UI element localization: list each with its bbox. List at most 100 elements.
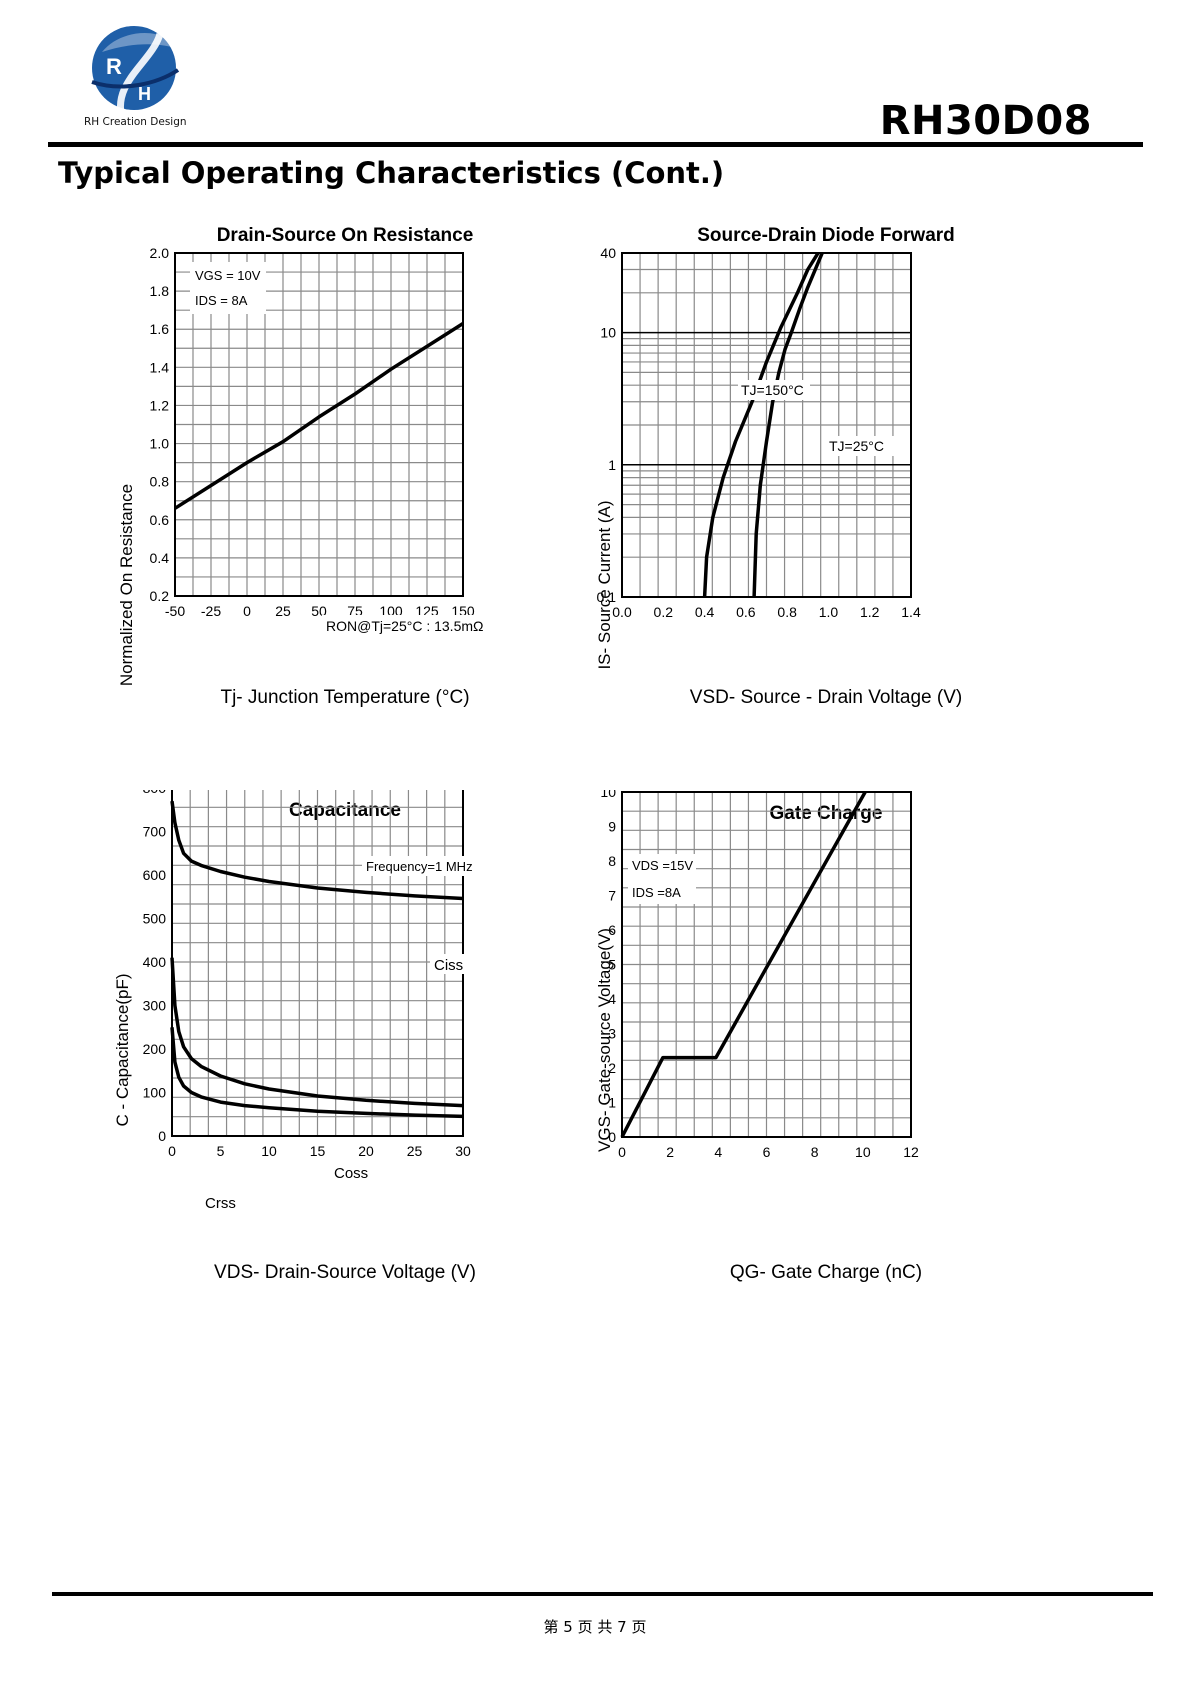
y-tick-label: 3 xyxy=(608,1026,616,1042)
series-label-coss: Coss xyxy=(334,1165,368,1182)
plot-frame xyxy=(621,252,912,598)
y-axis-label: C - Capacitance(pF) xyxy=(113,973,132,1126)
series-label-ciss: Ciss xyxy=(434,957,463,974)
series-line xyxy=(702,252,820,598)
x-tick-label: 2 xyxy=(666,1144,674,1160)
annotation-vgs: VGS = 10V xyxy=(195,268,261,283)
y-axis-label: IS- Source Current (A) xyxy=(595,500,614,669)
x-tick-label: 15 xyxy=(310,1143,326,1159)
x-tick-label: 6 xyxy=(763,1144,771,1160)
x-tick-label: 30 xyxy=(455,1143,471,1159)
chart-title: Source-Drain Diode Forward xyxy=(697,225,955,246)
y-tick-label: 6 xyxy=(608,922,616,938)
y-tick-label: 0.1 xyxy=(597,589,617,605)
x-axis-label: QG- Gate Charge (nC) xyxy=(730,1262,922,1283)
series-line xyxy=(174,322,464,510)
series-label-150: TJ=150°C xyxy=(741,382,804,398)
y-tick-label: 7 xyxy=(608,888,616,904)
y-tick-label: 0 xyxy=(608,1129,616,1145)
svg-text:H: H xyxy=(138,84,151,104)
logo-caption: RH Creation Design xyxy=(84,116,187,128)
y-tick-label: 1.4 xyxy=(150,359,170,375)
y-tick-label: 1.2 xyxy=(150,397,170,413)
x-tick-label: 0 xyxy=(243,603,251,619)
plot-frame xyxy=(174,252,464,597)
x-tick-label: 1.0 xyxy=(819,604,839,620)
part-number: RH30D08 xyxy=(879,98,1092,144)
x-tick-label: 1.4 xyxy=(901,604,921,620)
company-logo: R H xyxy=(91,26,180,119)
y-tick-label: 400 xyxy=(143,954,167,970)
x-tick-label: 0 xyxy=(618,1144,626,1160)
chart-title: Gate Charge xyxy=(770,803,883,824)
x-tick-label: -25 xyxy=(201,603,221,619)
chart-source-drain-diode-forward: Source-Drain Diode Forward 0.0 0.2 0.4 0.6 0… xyxy=(595,225,962,708)
x-tick-label: 20 xyxy=(358,1143,374,1159)
page-number: 第 5 页 共 7 页 xyxy=(543,1618,647,1636)
chart-drain-source-on-resistance: Drain-Source On Resistance -50 -25 0 25 50 75… xyxy=(117,225,500,708)
series-line xyxy=(752,252,824,598)
series-line xyxy=(620,791,867,1138)
y-tick-label: 1.6 xyxy=(150,321,170,337)
y-tick-label: 1.8 xyxy=(150,283,170,299)
series-label-crss: Crss xyxy=(205,1195,236,1212)
y-tick-label: 40 xyxy=(600,245,616,261)
y-tick-label: 2 xyxy=(608,1060,616,1076)
x-tick-label: 0 xyxy=(168,1143,176,1159)
y-tick-label: 0.2 xyxy=(150,588,170,604)
x-tick-label: 0.0 xyxy=(612,604,632,620)
svg-text:R: R xyxy=(106,54,122,79)
y-tick-label: 10 xyxy=(600,325,616,341)
label-25-bg xyxy=(826,436,894,456)
y-tick-label: 0.4 xyxy=(150,550,170,566)
annotation-vds: VDS =15V xyxy=(632,858,693,873)
y-tick-label: 10 xyxy=(600,790,616,800)
series-label-25: TJ=25°C xyxy=(829,438,884,454)
x-tick-label: 8 xyxy=(811,1144,819,1160)
y-tick-label: 1 xyxy=(608,457,616,473)
y-tick-label: 0 xyxy=(158,1128,166,1144)
x-tick-label: 12 xyxy=(903,1144,919,1160)
y-tick-label: 200 xyxy=(143,1041,167,1057)
x-tick-label: 10 xyxy=(261,1143,277,1159)
annotation-ron-bg xyxy=(322,615,500,637)
label-150-bg xyxy=(738,380,810,400)
series-line xyxy=(170,800,464,901)
y-tick-label: 5 xyxy=(608,957,616,973)
annotation-frequency: Frequency=1 MHz xyxy=(366,859,473,874)
x-tick-label: 10 xyxy=(855,1144,871,1160)
y-tick-label: 700 xyxy=(143,824,167,840)
x-tick-label: 5 xyxy=(217,1143,225,1159)
y-tick-label: 600 xyxy=(143,867,167,883)
annotation-ids: IDS =8A xyxy=(632,885,681,900)
annotation-freq-bg xyxy=(362,856,490,876)
x-tick-label: 25 xyxy=(407,1143,423,1159)
x-tick-label: 0.2 xyxy=(654,604,674,620)
y-tick-label: 0.8 xyxy=(150,474,170,490)
footer-rule xyxy=(52,1592,1153,1596)
plot-frame xyxy=(621,791,912,1138)
x-tick-label: 1.2 xyxy=(860,604,880,620)
series-line xyxy=(170,1027,464,1119)
x-axis-label: Tj- Junction Temperature (°C) xyxy=(220,687,469,708)
y-tick-label: 4 xyxy=(608,991,616,1007)
x-tick-label: -50 xyxy=(165,603,185,619)
header-rule xyxy=(48,142,1143,147)
section-title: Typical Operating Characteristics (Cont.… xyxy=(58,156,725,190)
y-tick-label: 1.0 xyxy=(150,436,170,452)
x-axis-label: VDS- Drain-Source Voltage (V) xyxy=(214,1262,476,1283)
y-tick-label: 100 xyxy=(143,1085,167,1101)
annotation-bg xyxy=(190,262,266,314)
chart-capacitance: Capacitance 0 5 10 15 20 25 300100200300400500… xyxy=(113,790,490,1283)
x-tick-label: 0.8 xyxy=(777,604,797,620)
annotation-bg xyxy=(628,854,696,904)
chart-title: Capacitance xyxy=(289,800,401,821)
series-line xyxy=(170,957,464,1108)
y-tick-label: 8 xyxy=(608,853,616,869)
y-tick-label: 800 xyxy=(143,790,167,796)
y-tick-label: 9 xyxy=(608,819,616,835)
x-axis-label: VSD- Source - Drain Voltage (V) xyxy=(690,687,962,708)
y-axis-label: Normalized On Resistance xyxy=(117,484,136,686)
y-tick-label: 500 xyxy=(143,911,167,927)
